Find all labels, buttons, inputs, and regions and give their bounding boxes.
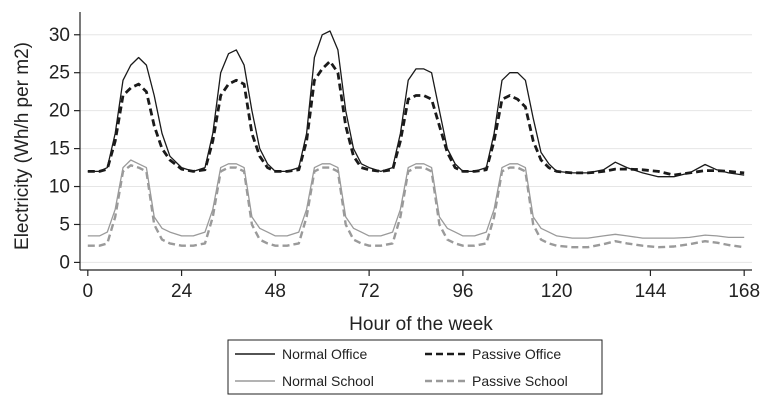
x-tick-label: 144 <box>635 281 667 302</box>
y-axis-title: Electricity (Wh/h per m2) <box>12 42 33 250</box>
y-tick-label: 25 <box>49 63 70 84</box>
series-line-passive-school <box>87 164 745 249</box>
y-tick-label: 0 <box>59 252 70 273</box>
series-line-passive-office <box>87 59 745 177</box>
x-tick-label: 168 <box>728 281 760 302</box>
legend-label: Passive School <box>472 373 568 389</box>
axes <box>79 12 752 271</box>
y-tick-label: 15 <box>49 139 70 160</box>
tick-marks: 0 5 10 15 20 25 30 0 24 48 72 96 120 144 168 <box>49 25 760 302</box>
y-tick-label: 10 <box>49 177 70 198</box>
x-tick-label: 120 <box>541 281 573 302</box>
y-tick-label: 20 <box>49 101 70 122</box>
x-tick-label: 72 <box>359 281 380 302</box>
x-tick-label: 48 <box>265 281 286 302</box>
x-tick-label: 24 <box>171 281 193 302</box>
legend-label: Normal Office <box>282 346 368 362</box>
x-tick-label: 96 <box>452 281 473 302</box>
legend: Normal Office Passive Office Normal School… <box>227 339 603 395</box>
series-lines <box>87 30 745 249</box>
gridlines <box>80 34 752 263</box>
y-tick-label: 5 <box>59 214 70 235</box>
x-axis-title: Hour of the week <box>349 314 493 335</box>
x-tick-label: 0 <box>83 281 94 302</box>
legend-label: Normal School <box>282 373 374 389</box>
legend-label: Passive Office <box>472 346 561 362</box>
series-line-normal-office <box>87 30 745 178</box>
y-tick-label: 30 <box>49 25 70 46</box>
legend-box <box>227 339 603 395</box>
series-line-normal-school <box>87 159 745 239</box>
